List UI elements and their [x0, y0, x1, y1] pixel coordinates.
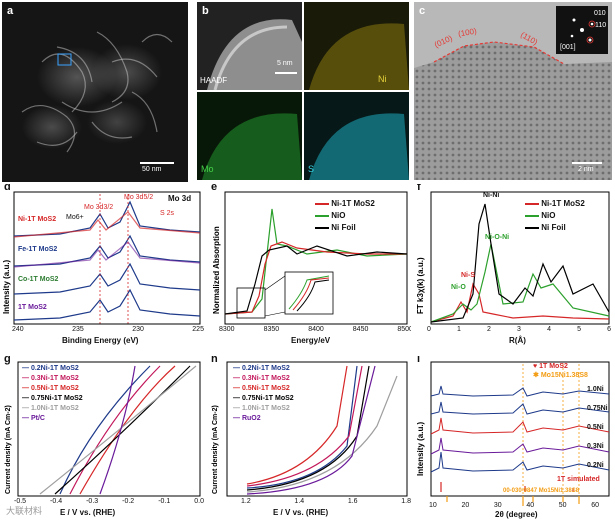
- scale-bar: [140, 162, 174, 164]
- fft-010: 010: [594, 10, 606, 17]
- s-map-tile: S: [304, 92, 409, 180]
- e-xlabel: Energy/eV: [291, 336, 331, 345]
- g-legend: — 0.2Ni-1T MoS2 — 0.3Ni-1T MoS2 — 0.5Ni-…: [22, 365, 83, 422]
- scale-text: 2 nm: [578, 166, 594, 173]
- ann-ni-o: Ni-O: [451, 284, 466, 291]
- scale-text: 5 nm: [277, 60, 293, 67]
- fft-001: [001]: [560, 44, 576, 51]
- ni-text: Ni: [378, 74, 387, 84]
- scale-bar: [275, 72, 297, 74]
- scale-bar: [572, 162, 602, 164]
- haadf-text: HAADF: [200, 76, 228, 85]
- d-xlabel: Binding Energy (eV): [62, 336, 139, 345]
- mo-text: Mo: [201, 164, 214, 174]
- h-xticks: 1.2 1.4 1.6 1.8: [241, 498, 411, 505]
- panel-c-label: c: [419, 5, 426, 17]
- i-sample-labels: 1.0Ni 0.75Ni 0.5Ni 0.3Ni 0.2Ni: [587, 386, 608, 469]
- i-ylabel: Intensity (a.u.): [416, 421, 425, 476]
- i-legend: ♥ 1T MoS2 ✱ Mo15Ni1.38S8: [533, 363, 588, 379]
- peak-mo6: Mo6+: [66, 214, 84, 221]
- sample-co: Co-1T MoS2: [18, 276, 59, 283]
- d-corner-title: Mo 3d: [168, 194, 192, 203]
- h-xlabel: E / V vs. (RHE): [273, 508, 329, 517]
- e-xticks: 83008350840084508500: [219, 326, 411, 333]
- h-ylabel: Current density (mA Cm-2): [212, 405, 219, 494]
- i-xlabel: 2θ (degree): [495, 510, 538, 519]
- panel-a-label: a: [7, 5, 14, 17]
- watermark: 大联材料: [6, 506, 43, 516]
- sample-1t: 1T MoS2: [18, 304, 47, 311]
- i-pdf-label: 00-030-0847 Mo15Ni1.38S8: [503, 488, 580, 494]
- e-legend: Ni-1T MoS2 NiO Ni Foil: [315, 198, 375, 234]
- haadf-tile: HAADF 5 nm: [197, 2, 302, 91]
- g-ylabel: Current density (mA Cm-2): [5, 405, 12, 494]
- e-ylabel: Normalized Absorption: [212, 226, 221, 314]
- panel-g-label: g: [4, 356, 11, 365]
- hrtem-lattice: [414, 2, 612, 180]
- ann-ni-o-ni: Ni-O-Ni: [485, 234, 510, 241]
- f-ylabel: FT k3χ(k) (a.u.): [416, 257, 425, 314]
- i-xticks: 10 20 30 40 50 60: [429, 502, 599, 509]
- ann-ni-s: Ni-S: [461, 272, 475, 279]
- panel-e-xanes: Normalized Absorption e Ni-1T MoS2 NiO N…: [207, 184, 411, 349]
- panel-d-label: d: [4, 184, 11, 193]
- panel-g-her: Current density (mA Cm-2) g — 0.2Ni-1T M…: [0, 356, 205, 521]
- g-xticks: -0.5 -0.4 -0.3 -0.2 -0.1 0.0: [14, 498, 204, 505]
- mo-map-tile: Mo: [197, 92, 302, 180]
- d-xticks: 240 235 230 225: [12, 326, 204, 333]
- tem-nanoflowers: [2, 2, 188, 182]
- ni-map-tile: Ni: [304, 2, 409, 90]
- f-xlabel: R(Å): [509, 336, 526, 345]
- panel-i-label: i: [417, 356, 421, 365]
- panel-f-exafs: FT k3χ(k) (a.u.) f Ni-Ni Ni-O-Ni Ni-S Ni…: [413, 184, 613, 349]
- panel-c-hrtem: c (010) (100) (110) 010 110 [001] 2 nm: [414, 2, 612, 180]
- sample-fe: Fe-1T MoS2: [18, 246, 58, 253]
- ann-ni-ni: Ni-Ni: [483, 192, 500, 199]
- panel-b-eds-maps: HAADF 5 nm Ni Mo S b: [197, 2, 409, 180]
- s-text: S: [308, 164, 315, 174]
- panel-a-tem-image: a 50 nm: [2, 2, 188, 182]
- i-sim-label: 1T simulated: [557, 476, 600, 483]
- f-legend: Ni-1T MoS2 NiO Ni Foil: [525, 198, 585, 234]
- fft-110: 110: [595, 22, 607, 29]
- peak-s2s: S 2s: [160, 210, 175, 217]
- panel-d-xps: Intensity (a.u.) d Mo 3d Ni-1T MoS2 Fe-1…: [0, 184, 205, 349]
- panel-h-label: h: [211, 356, 218, 365]
- d-ylabel: Intensity (a.u.): [2, 259, 11, 314]
- panel-b-label: b: [202, 5, 209, 17]
- panel-i-xrd: Intensity (a.u.) i ♥ 1T MoS2 ✱ Mo15Ni1.3…: [413, 356, 613, 521]
- peak-3d52: Mo 3d5/2: [124, 194, 154, 201]
- g-xlabel: E / V vs. (RHE): [60, 508, 116, 517]
- panel-f-label: f: [417, 184, 421, 193]
- panel-e-label: e: [211, 184, 218, 193]
- h-legend: — 0.2Ni-1T MoS2 — 0.3Ni-1T MoS2 — 0.5Ni-…: [233, 365, 294, 422]
- scale-text: 50 nm: [142, 166, 162, 173]
- panel-h-oer: Current density (mA Cm-2) h — 0.2Ni-1T M…: [207, 356, 411, 521]
- sample-ni: Ni-1T MoS2: [18, 216, 57, 223]
- peak-3d32: Mo 3d3/2: [84, 204, 114, 211]
